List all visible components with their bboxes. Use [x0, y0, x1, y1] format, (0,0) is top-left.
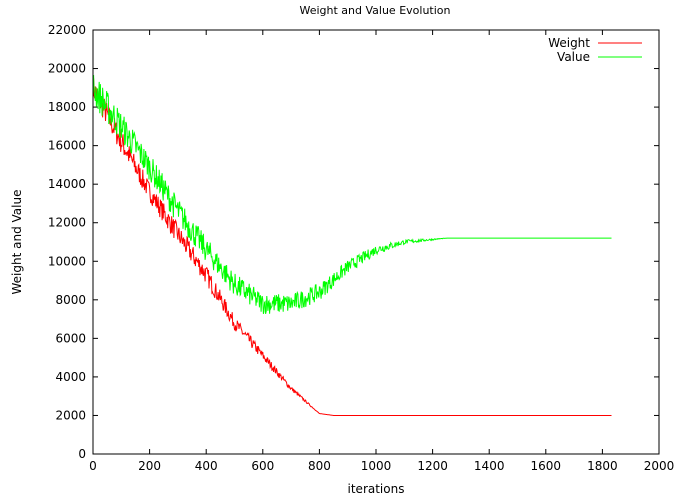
- y-tick-label: 16000: [48, 139, 86, 153]
- y-tick-label: 2000: [55, 408, 86, 422]
- x-tick-label: 600: [251, 459, 274, 473]
- x-tick-label: 1800: [587, 459, 618, 473]
- x-tick-label: 200: [138, 459, 161, 473]
- series-line-weight: [92, 78, 612, 416]
- plot-frame: [92, 29, 660, 455]
- legend-label: Value: [557, 50, 590, 64]
- chart-title: Weight and Value Evolution: [299, 4, 450, 17]
- x-axis-label: iterations: [348, 482, 405, 496]
- y-tick-label: 8000: [55, 293, 86, 307]
- x-tick-label: 1400: [474, 459, 505, 473]
- y-axis-label: Weight and Value: [10, 190, 24, 295]
- y-tick-label: 6000: [55, 331, 86, 345]
- x-tick-label: 2000: [644, 459, 675, 473]
- x-tick-label: 800: [308, 459, 331, 473]
- x-tick-label: 0: [89, 459, 97, 473]
- y-tick-label: 22000: [48, 23, 86, 37]
- y-tick-label: 4000: [55, 370, 86, 384]
- series-layer: [92, 74, 612, 416]
- x-tick-label: 1200: [417, 459, 448, 473]
- x-tick-label: 400: [195, 459, 218, 473]
- x-tick-label: 1600: [531, 459, 562, 473]
- series-line-value: [92, 74, 612, 315]
- y-tick-label: 18000: [48, 100, 86, 114]
- x-tick-label: 1000: [361, 459, 392, 473]
- y-tick-label: 20000: [48, 62, 86, 76]
- axes: 0 200 400 600 800 1000 1200 1400 1600 1800 2000020…: [48, 23, 674, 473]
- y-tick-label: 0: [78, 447, 86, 461]
- y-tick-label: 10000: [48, 254, 86, 268]
- y-tick-label: 12000: [48, 216, 86, 230]
- y-tick-label: 14000: [48, 177, 86, 191]
- legend-label: Weight: [548, 36, 590, 50]
